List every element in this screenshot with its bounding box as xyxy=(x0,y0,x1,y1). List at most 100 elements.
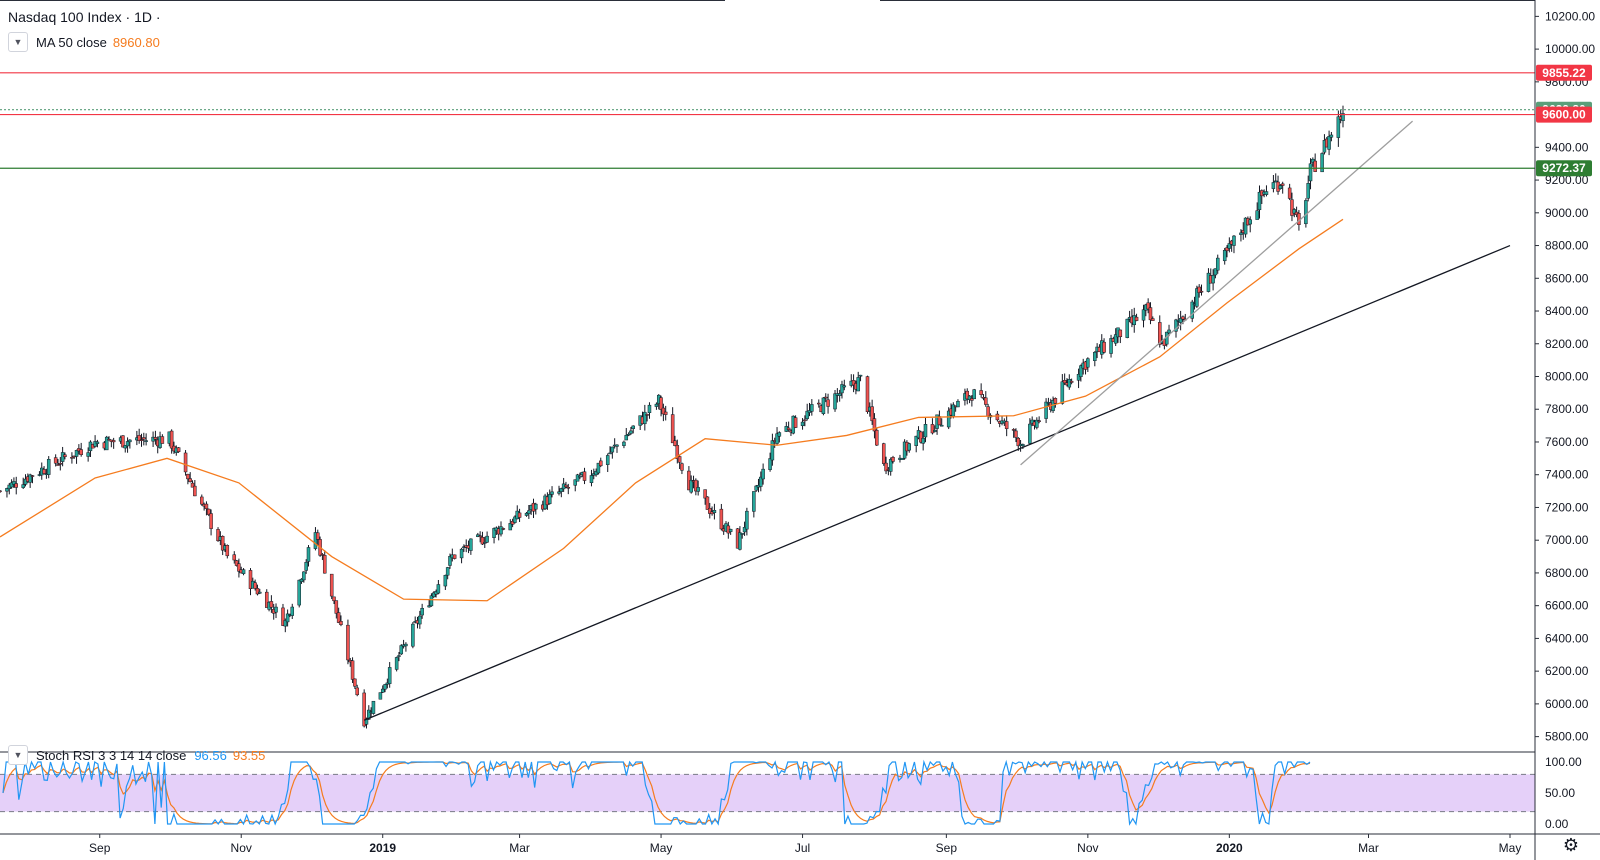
candle-body xyxy=(316,532,320,540)
chevron-down-icon[interactable]: ▼ xyxy=(8,32,28,52)
chevron-down-icon[interactable]: ▼ xyxy=(8,745,28,765)
candle-body xyxy=(979,390,983,395)
candle-body xyxy=(508,523,513,531)
candle-body xyxy=(209,513,213,529)
candle-body xyxy=(183,452,188,473)
candle-body xyxy=(169,430,174,449)
candle-body xyxy=(139,439,144,441)
price-tick-label: 5800.00 xyxy=(1545,730,1589,744)
candle-body xyxy=(53,457,58,464)
candle-body xyxy=(1102,341,1106,353)
main-pane[interactable] xyxy=(0,0,1535,753)
candle-body xyxy=(499,526,503,535)
candle-body xyxy=(517,512,522,518)
candle-body xyxy=(436,584,441,594)
candle-body xyxy=(1178,318,1183,323)
candle-body xyxy=(1035,419,1039,428)
candle-body xyxy=(596,462,601,474)
candle-body xyxy=(1211,275,1215,284)
candle-body xyxy=(1093,351,1097,361)
candle-body xyxy=(111,440,116,443)
candle-body xyxy=(1255,210,1259,220)
time-tick-label: 2019 xyxy=(369,841,396,855)
price-axis[interactable]: 5800.00 6000.00 6200.00 6400.00 6600.00 6800.… xyxy=(1534,0,1595,860)
candle-body xyxy=(1257,191,1262,211)
time-tick-label: Jul xyxy=(795,841,810,855)
ma-label: MA 50 close xyxy=(36,34,107,50)
candle-body xyxy=(972,389,976,400)
candle-body xyxy=(770,440,775,461)
candle-body xyxy=(524,512,529,516)
gear-icon[interactable]: ⚙ xyxy=(1562,835,1580,855)
price-tick-label: 10200.00 xyxy=(1545,9,1595,23)
candle-body xyxy=(378,692,383,700)
level-price-tag xyxy=(1536,106,1592,123)
price-tick-label: 7400.00 xyxy=(1545,468,1589,482)
candle-body xyxy=(578,475,582,478)
candle-body xyxy=(661,407,666,415)
candle-body xyxy=(970,398,974,401)
candle-body xyxy=(810,404,814,412)
candle-body xyxy=(842,385,847,388)
time-axis[interactable]: Sep Nov 2019 Mar May Jul Sep Nov 2020 Mar May xyxy=(0,833,1600,855)
candle-body xyxy=(837,393,842,396)
candle-body xyxy=(534,503,538,510)
candle-body xyxy=(768,458,772,470)
candle-body xyxy=(322,555,327,574)
candle-body xyxy=(689,479,693,493)
candle-body xyxy=(1297,213,1301,225)
candle-body xyxy=(58,463,63,465)
candle-body xyxy=(888,459,893,472)
candle-body xyxy=(900,458,905,460)
candle-body xyxy=(803,419,807,422)
candle-body xyxy=(1158,322,1162,345)
candle-body xyxy=(1197,286,1201,293)
candle-body xyxy=(1016,437,1021,447)
level-price-tag xyxy=(1536,64,1592,81)
price-tick-label: 8600.00 xyxy=(1545,271,1589,285)
candle-body xyxy=(1195,288,1199,307)
level-price-tag-label: 9272.37 xyxy=(1542,161,1586,175)
price-tick-label: 7600.00 xyxy=(1545,435,1589,449)
candle-body xyxy=(1225,247,1229,251)
stoch-pane[interactable] xyxy=(0,759,1535,826)
candle-body xyxy=(1174,319,1178,332)
candle-body xyxy=(605,455,610,465)
candle-body xyxy=(248,570,253,589)
candle-body xyxy=(956,400,960,408)
candle-body xyxy=(448,556,452,566)
candle-body xyxy=(383,684,387,690)
time-tick-label: Sep xyxy=(936,841,958,855)
candle-body xyxy=(193,485,197,497)
candle-body xyxy=(800,421,805,427)
candle-body xyxy=(1125,318,1130,338)
candle-body xyxy=(204,503,209,509)
candle-body xyxy=(675,445,680,460)
candle-body xyxy=(673,440,677,446)
candle-body xyxy=(313,532,318,549)
candle-body xyxy=(459,548,464,559)
candle-body xyxy=(643,411,647,425)
trendline xyxy=(363,244,1511,721)
price-tick-label: 9400.00 xyxy=(1545,140,1589,154)
candle-body xyxy=(93,441,97,447)
candle-body xyxy=(70,457,74,459)
time-tick-label: May xyxy=(650,841,673,855)
candle-body xyxy=(738,532,742,550)
candle-body xyxy=(418,615,422,625)
candle-body xyxy=(875,430,879,446)
candle-body xyxy=(759,476,763,487)
candle-body xyxy=(527,510,531,514)
time-tick-label: 2020 xyxy=(1216,841,1243,855)
candle-body xyxy=(823,396,828,399)
price-tick-label: 8400.00 xyxy=(1545,304,1589,318)
candle-body xyxy=(1227,243,1232,249)
candle-body xyxy=(367,709,371,720)
candle-body xyxy=(719,508,724,530)
candle-body xyxy=(629,430,633,434)
candle-body xyxy=(353,678,357,687)
candle-body xyxy=(478,535,482,538)
candle-body xyxy=(160,436,165,444)
candle-body xyxy=(1341,113,1345,121)
